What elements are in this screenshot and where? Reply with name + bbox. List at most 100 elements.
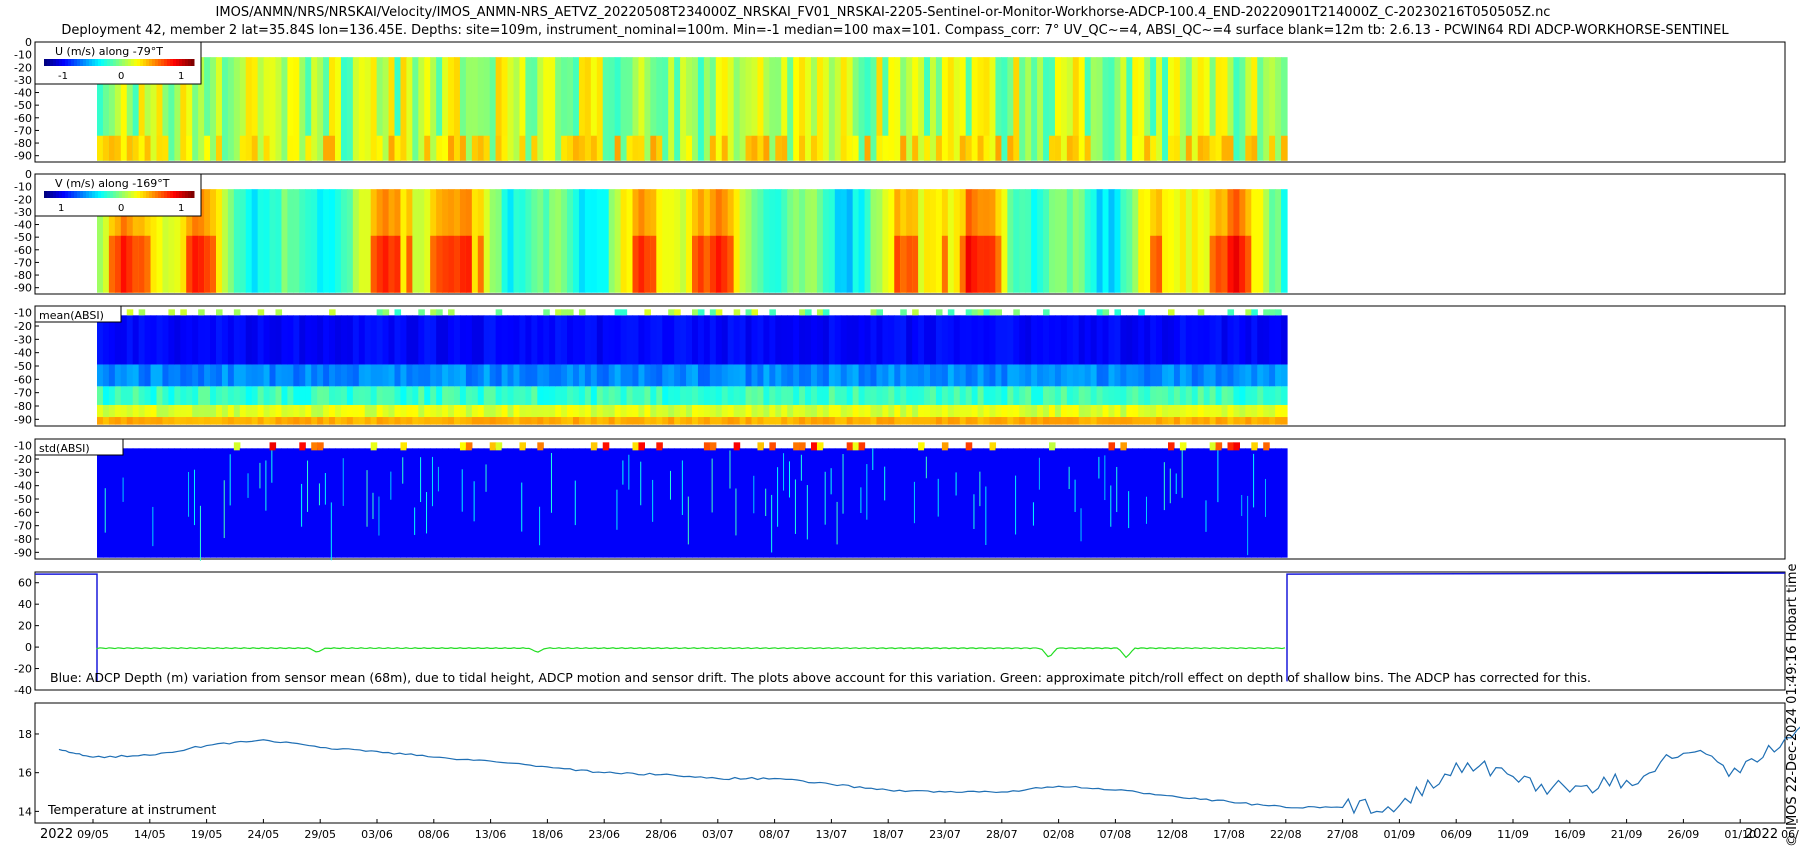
heatmap-cell	[317, 404, 324, 418]
heatmap-cell	[1257, 57, 1264, 161]
heatmap-cell	[781, 364, 788, 387]
heatmap-cell	[805, 417, 812, 425]
heatmap-cell	[852, 448, 860, 558]
heatmap-cell	[1054, 135, 1062, 161]
heatmap-cell	[561, 404, 568, 418]
heatmap-cell	[104, 488, 106, 533]
ytick-label: -70	[14, 256, 32, 269]
heatmap-cell	[739, 57, 747, 161]
heatmap-cell	[239, 448, 247, 558]
heatmap-cell	[400, 448, 407, 558]
heatmap-cell	[828, 364, 836, 387]
colorbar-cell	[71, 59, 75, 66]
heatmap-cell	[763, 404, 770, 418]
heatmap-cell	[459, 235, 467, 293]
heatmap-cell	[495, 442, 503, 451]
heatmap-cell	[721, 315, 729, 365]
heatmap-cell	[1108, 315, 1116, 365]
heatmap-cell	[1001, 417, 1008, 425]
heatmap-cell	[995, 404, 1002, 418]
heatmap-cell	[501, 57, 509, 161]
heatmap-cell	[1013, 417, 1020, 425]
heatmap-cell	[102, 404, 110, 418]
heatmap-cell	[1066, 57, 1074, 161]
heatmap-cell	[269, 417, 277, 425]
heatmap-cell	[120, 57, 128, 161]
heatmap-cell	[102, 189, 110, 293]
heatmap-cell	[168, 309, 175, 316]
heatmap-cell	[299, 57, 306, 161]
heatmap-cell	[1215, 417, 1223, 425]
heatmap-cell	[692, 57, 699, 161]
heatmap-cell	[596, 404, 604, 418]
heatmap-cell	[757, 448, 764, 558]
heatmap-cell	[715, 315, 723, 365]
heatmap-cell	[763, 315, 770, 365]
heatmap-cell	[287, 386, 294, 405]
heatmap-cell	[346, 404, 354, 418]
label-box	[34, 305, 122, 323]
heatmap-cell	[763, 417, 770, 425]
heatmap-cell	[632, 235, 640, 293]
heatmap-cell	[138, 135, 146, 161]
heatmap-cell	[448, 364, 455, 387]
heatmap-cell	[620, 404, 628, 418]
heatmap-cell	[930, 315, 937, 365]
heatmap-cell	[924, 404, 931, 418]
heatmap-cell	[769, 448, 776, 558]
heatmap-cell	[888, 417, 895, 425]
panel-frame-6	[34, 702, 1786, 824]
heatmap-cell	[1150, 417, 1157, 425]
heatmap-cell	[816, 57, 824, 161]
heatmap-cell	[977, 235, 985, 293]
heatmap-cell	[495, 135, 503, 161]
heatmap-cell	[144, 417, 152, 425]
heatmap-cell	[352, 57, 360, 161]
heatmap-cell	[239, 315, 247, 365]
heatmap-cell	[221, 315, 229, 365]
heatmap-cell	[894, 386, 901, 405]
heatmap-cell	[935, 135, 943, 161]
heatmap-cell	[299, 417, 306, 425]
heatmap-cell	[662, 386, 669, 405]
heatmap-cell	[608, 57, 616, 161]
heatmap-cell	[513, 404, 521, 418]
heatmap-cell	[1132, 135, 1139, 161]
heatmap-cell	[757, 417, 764, 425]
heatmap-cell	[1120, 417, 1127, 425]
heatmap-cell	[424, 448, 431, 558]
heatmap-cell	[561, 189, 568, 293]
heatmap-cell	[822, 189, 830, 293]
heatmap-cell	[799, 364, 806, 387]
colorbar-cell	[155, 191, 159, 198]
heatmap-cell	[1084, 315, 1092, 365]
heatmap-cell	[1150, 235, 1157, 293]
heatmap-cell	[216, 417, 223, 425]
heatmap-cell	[799, 404, 806, 418]
colorbar-cell	[53, 59, 57, 66]
heatmap-cell	[216, 309, 223, 316]
heatmap-cell	[567, 309, 574, 316]
heatmap-cell	[1120, 404, 1127, 418]
heatmap-cell	[692, 448, 699, 558]
heatmap-cell	[1145, 496, 1147, 524]
heatmap-cell	[620, 315, 628, 365]
heatmap-cell	[293, 417, 300, 425]
heatmap-cell	[757, 57, 764, 161]
heatmap-cell	[573, 364, 580, 387]
heatmap-cell	[805, 315, 812, 365]
heatmap-cell	[483, 135, 491, 161]
heatmap-cell	[555, 189, 562, 293]
heatmap-cell	[287, 135, 294, 161]
heatmap-cell	[245, 189, 253, 293]
heatmap-cell	[1072, 135, 1080, 161]
heatmap-cell	[584, 364, 592, 387]
heatmap-cell	[1173, 135, 1181, 161]
heatmap-cell	[626, 57, 634, 161]
heatmap-cell	[120, 404, 128, 418]
heatmap-cell	[394, 309, 402, 316]
heatmap-cell	[1144, 315, 1151, 365]
heatmap-cell	[799, 386, 806, 405]
heatmap-cell	[1221, 417, 1229, 425]
heatmap-cell	[275, 364, 283, 387]
